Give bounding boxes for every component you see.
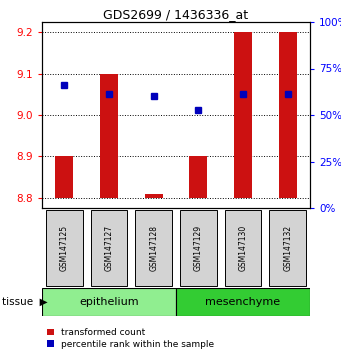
Legend: transformed count, percentile rank within the sample: transformed count, percentile rank withi… [46, 327, 215, 349]
Bar [55, 156, 73, 198]
Bar [145, 194, 163, 198]
Title: GDS2699 / 1436336_at: GDS2699 / 1436336_at [103, 8, 249, 21]
Text: GSM147127: GSM147127 [104, 225, 114, 271]
Text: mesenchyme: mesenchyme [205, 297, 281, 307]
FancyBboxPatch shape [135, 210, 172, 286]
Bar [234, 32, 252, 198]
Text: epithelium: epithelium [79, 297, 139, 307]
FancyBboxPatch shape [46, 210, 83, 286]
Text: GSM147128: GSM147128 [149, 225, 158, 271]
Text: GSM147129: GSM147129 [194, 225, 203, 271]
FancyBboxPatch shape [176, 288, 310, 316]
Text: GSM147125: GSM147125 [60, 225, 69, 271]
FancyBboxPatch shape [180, 210, 217, 286]
Bar [189, 156, 207, 198]
FancyBboxPatch shape [225, 210, 261, 286]
Bar [100, 74, 118, 198]
Text: GSM147132: GSM147132 [283, 225, 292, 271]
FancyBboxPatch shape [91, 210, 127, 286]
FancyBboxPatch shape [42, 288, 176, 316]
Text: tissue  ▶: tissue ▶ [2, 297, 47, 307]
FancyBboxPatch shape [269, 210, 306, 286]
Bar [279, 32, 297, 198]
Text: GSM147130: GSM147130 [238, 225, 248, 271]
